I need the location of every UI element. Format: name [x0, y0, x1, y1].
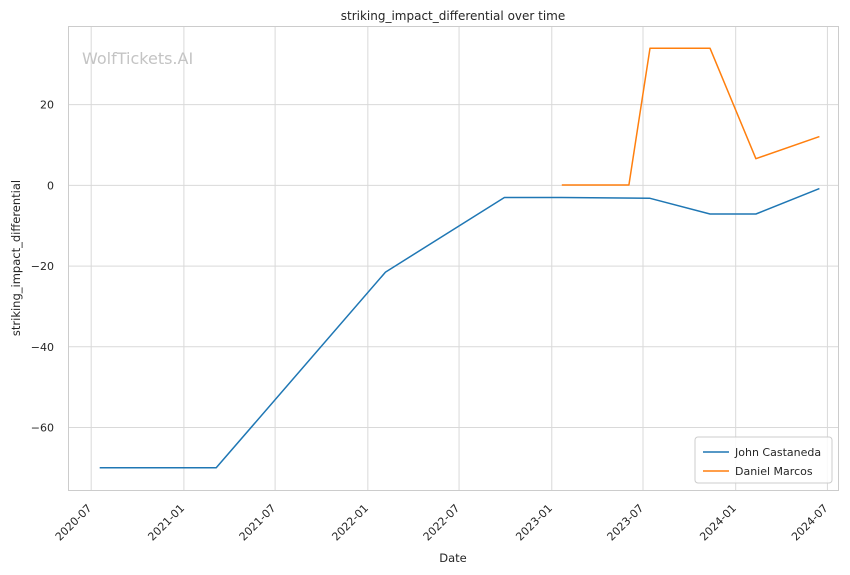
x-tick-label: 2024-07 — [789, 502, 831, 544]
series-line-john-castaneda — [99, 187, 820, 469]
y-tick-label: −60 — [31, 421, 54, 434]
plot-frame — [68, 26, 839, 491]
x-tick-label: 2024-01 — [697, 502, 739, 544]
series-layer — [99, 47, 820, 469]
y-axis-title: striking_impact_differential — [9, 180, 23, 336]
series-line-daniel-marcos — [561, 47, 820, 186]
legend: John Castaneda Daniel Marcos — [694, 436, 833, 484]
x-tick-label: 2021-01 — [145, 502, 187, 544]
x-tick-label: 2022-01 — [329, 502, 371, 544]
x-tick-label: 2022-07 — [421, 502, 463, 544]
watermark: WolfTickets.AI — [82, 49, 193, 68]
x-tick-label: 2023-01 — [513, 502, 555, 544]
legend-label-john-castaneda: John Castaneda — [734, 446, 821, 459]
x-tick-label: 2023-07 — [605, 502, 647, 544]
legend-box — [694, 436, 833, 484]
x-tick-label: 2021-07 — [237, 502, 279, 544]
gridlines — [68, 26, 838, 490]
y-tick-label: 20 — [40, 99, 54, 112]
legend-label-daniel-marcos: Daniel Marcos — [735, 465, 813, 478]
y-tick-label: −20 — [31, 260, 54, 273]
y-tick-label: 0 — [47, 179, 54, 192]
x-axis-title: Date — [439, 551, 467, 565]
chart-title: striking_impact_differential over time — [341, 9, 566, 23]
x-tick-label: 2020-07 — [53, 502, 95, 544]
y-tick-label: −40 — [31, 341, 54, 354]
